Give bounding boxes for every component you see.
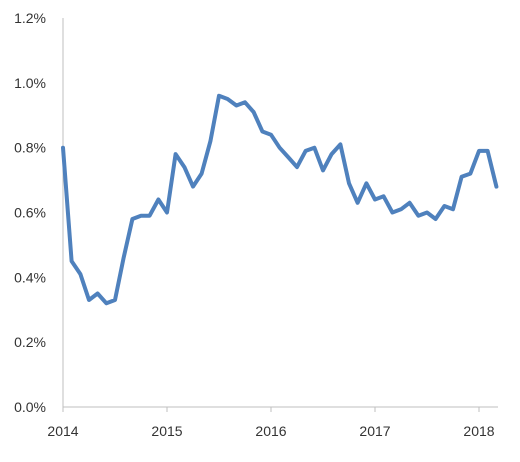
y-tick-label: 1.2% [14, 10, 46, 26]
y-tick-label: 0.8% [14, 140, 46, 156]
x-tick-label: 2017 [359, 423, 390, 439]
x-axis-tick-labels: 2014 2015 2016 2017 2018 [47, 423, 494, 439]
x-tick-label: 2018 [463, 423, 494, 439]
x-axis-ticks [62, 407, 480, 412]
y-tick-label: 0.4% [14, 269, 46, 285]
y-tick-label: 0.0% [14, 399, 46, 415]
y-tick-label: 0.6% [14, 205, 46, 221]
x-tick-label: 2014 [47, 423, 78, 439]
series-line [61, 93, 499, 306]
x-tick-label: 2016 [255, 423, 286, 439]
y-tick-label: 1.0% [14, 75, 46, 91]
y-axis-tick-labels: 0.0% 0.2% 0.4% 0.6% 0.8% 1.0% 1.2% [14, 10, 46, 415]
x-tick-label: 2015 [151, 423, 182, 439]
y-tick-label: 0.2% [14, 334, 46, 350]
